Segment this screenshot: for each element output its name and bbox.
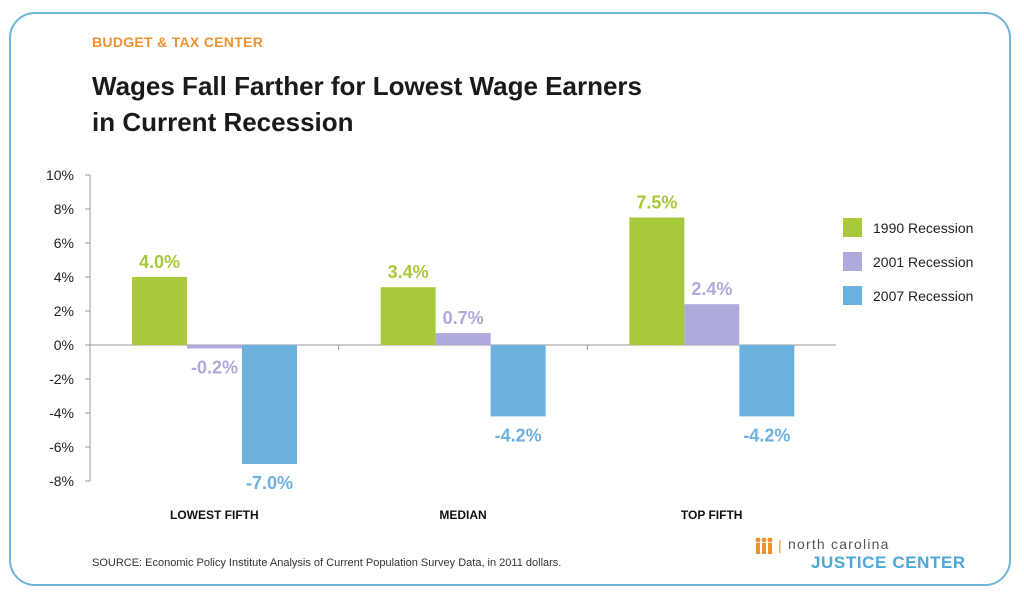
chart-title: Wages Fall Farther for Lowest Wage Earne…: [92, 68, 642, 140]
people-icon: [755, 537, 773, 554]
justice-center-logo: | north carolina JUSTICE CENTER: [753, 535, 983, 575]
x-category-label: TOP FIFTH: [681, 508, 743, 522]
legend-swatch: [843, 286, 862, 305]
bar: [380, 287, 436, 345]
y-tick-label: 2%: [54, 303, 74, 319]
x-category-label: LOWEST FIFTH: [170, 508, 259, 522]
y-tick-label: 8%: [54, 201, 74, 217]
y-tick-label: 4%: [54, 269, 74, 285]
data-label: -0.2%: [191, 357, 238, 377]
legend-label: 2001 Recession: [873, 254, 973, 270]
data-label: 3.4%: [388, 262, 429, 282]
y-tick-label: 10%: [46, 167, 74, 183]
bar: [132, 277, 187, 345]
legend-label: 2007 Recession: [873, 288, 973, 304]
y-tick-label: 6%: [54, 235, 74, 251]
legend-swatch: [843, 252, 862, 271]
legend-swatch: [843, 218, 862, 237]
data-label: 0.7%: [443, 308, 484, 328]
logo-text-line1: north carolina: [788, 536, 890, 552]
data-label: 4.0%: [139, 252, 180, 272]
data-label: -7.0%: [246, 473, 293, 493]
y-tick-label: -8%: [49, 473, 74, 489]
bar: [187, 345, 242, 349]
y-tick-label: -2%: [49, 371, 74, 387]
kicker-label: BUDGET & TAX CENTER: [92, 34, 264, 50]
bar: [490, 345, 546, 417]
logo-separator: |: [778, 537, 782, 553]
y-tick-label: -4%: [49, 405, 74, 421]
source-note: SOURCE: Economic Policy Institute Analys…: [92, 557, 562, 569]
chart-title-line2: in Current Recession: [92, 107, 354, 137]
x-category-label: MEDIAN: [439, 508, 486, 522]
bar: [739, 345, 795, 417]
chart-title-line1: Wages Fall Farther for Lowest Wage Earne…: [92, 71, 642, 101]
data-label: 7.5%: [636, 193, 677, 213]
bar: [242, 345, 297, 464]
bar: [629, 217, 685, 345]
data-label: -4.2%: [495, 425, 542, 445]
y-tick-label: -6%: [49, 439, 74, 455]
y-tick-label: 0%: [54, 337, 74, 353]
data-label: 2.4%: [691, 279, 732, 299]
data-label: -4.2%: [743, 425, 790, 445]
logo-text-line2: JUSTICE CENTER: [811, 553, 966, 572]
bar: [684, 304, 740, 345]
legend-label: 1990 Recession: [873, 220, 973, 236]
bar: [435, 333, 491, 345]
